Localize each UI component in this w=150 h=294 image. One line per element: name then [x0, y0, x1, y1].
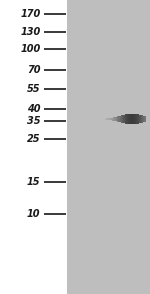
Bar: [141, 115, 142, 123]
Bar: [106, 118, 107, 120]
Bar: [118, 116, 119, 122]
Bar: [122, 115, 123, 123]
Bar: [114, 117, 115, 121]
Text: 15: 15: [27, 177, 40, 187]
Bar: [108, 118, 109, 120]
Bar: [112, 118, 113, 121]
Bar: [116, 117, 117, 121]
Bar: [126, 114, 127, 124]
Text: 70: 70: [27, 65, 40, 75]
Bar: [123, 115, 124, 123]
Bar: [138, 114, 139, 124]
Bar: [111, 118, 112, 120]
Bar: [132, 114, 133, 124]
Text: 40: 40: [27, 104, 40, 114]
Bar: [139, 115, 140, 123]
Bar: [145, 116, 146, 122]
Bar: [134, 114, 135, 124]
Bar: [119, 116, 120, 122]
Bar: [118, 116, 119, 122]
Bar: [141, 115, 142, 123]
Bar: [122, 115, 123, 123]
Bar: [111, 118, 112, 120]
Bar: [117, 116, 118, 122]
Bar: [129, 114, 130, 124]
Bar: [133, 114, 134, 124]
Bar: [67, 0, 150, 294]
Bar: [127, 114, 128, 124]
Bar: [105, 118, 106, 120]
Bar: [107, 118, 108, 120]
Bar: [120, 116, 121, 122]
Bar: [137, 114, 138, 124]
Bar: [112, 118, 113, 121]
Text: 55: 55: [27, 84, 40, 94]
Bar: [143, 116, 144, 123]
Bar: [119, 116, 120, 122]
Text: 100: 100: [20, 44, 40, 54]
Bar: [144, 116, 145, 122]
Bar: [131, 114, 132, 124]
Text: 170: 170: [20, 9, 40, 19]
Bar: [108, 118, 109, 120]
Bar: [109, 118, 110, 120]
Bar: [133, 114, 134, 124]
Bar: [127, 114, 128, 124]
Bar: [125, 114, 126, 124]
Bar: [135, 114, 136, 124]
Bar: [129, 114, 130, 124]
Bar: [145, 116, 146, 122]
Bar: [142, 116, 143, 123]
Bar: [110, 118, 111, 120]
Bar: [105, 118, 106, 120]
Bar: [123, 115, 124, 123]
Bar: [137, 114, 138, 124]
Bar: [136, 114, 137, 124]
Text: 10: 10: [27, 209, 40, 219]
Bar: [124, 115, 125, 123]
Bar: [136, 114, 137, 124]
Bar: [109, 118, 110, 120]
Bar: [115, 117, 116, 121]
Bar: [121, 116, 122, 123]
Bar: [130, 114, 131, 124]
Bar: [134, 114, 135, 124]
Bar: [113, 117, 114, 121]
Text: 25: 25: [27, 134, 40, 144]
Bar: [130, 114, 131, 124]
Bar: [115, 117, 116, 121]
Bar: [140, 115, 141, 123]
Text: 35: 35: [27, 116, 40, 126]
Bar: [126, 114, 127, 124]
Bar: [140, 115, 141, 123]
Text: 130: 130: [20, 27, 40, 37]
Bar: [116, 117, 117, 121]
Bar: [144, 116, 145, 122]
Bar: [128, 114, 129, 124]
